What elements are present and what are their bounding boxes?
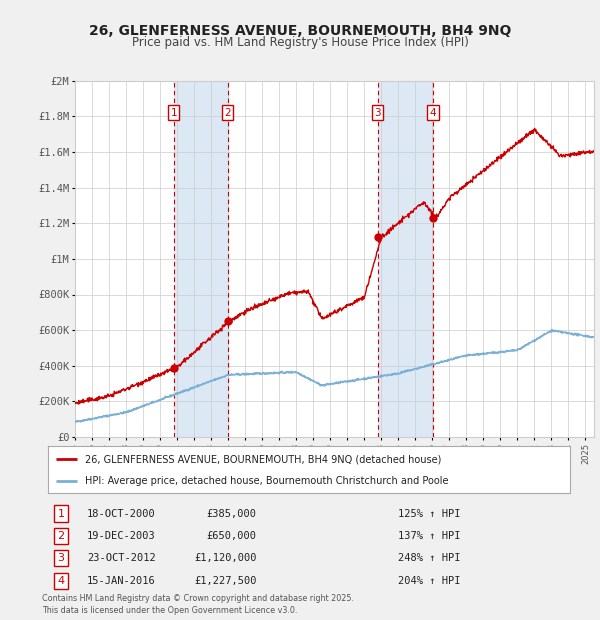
Text: 3: 3 (58, 553, 65, 563)
Text: Contains HM Land Registry data © Crown copyright and database right 2025.: Contains HM Land Registry data © Crown c… (42, 595, 354, 603)
Text: 3: 3 (374, 108, 381, 118)
Text: £1,120,000: £1,120,000 (194, 553, 257, 563)
Text: 4: 4 (430, 108, 436, 118)
Text: 15-JAN-2016: 15-JAN-2016 (87, 576, 156, 586)
Bar (173, 81, 227, 437)
Text: 2: 2 (224, 108, 231, 118)
Text: £650,000: £650,000 (207, 531, 257, 541)
Bar (378, 81, 433, 437)
Text: Price paid vs. HM Land Registry's House Price Index (HPI): Price paid vs. HM Land Registry's House … (131, 36, 469, 49)
Text: £385,000: £385,000 (207, 508, 257, 518)
Text: 248% ↑ HPI: 248% ↑ HPI (398, 553, 460, 563)
Text: £1,227,500: £1,227,500 (194, 576, 257, 586)
Text: 204% ↑ HPI: 204% ↑ HPI (398, 576, 460, 586)
Text: 137% ↑ HPI: 137% ↑ HPI (398, 531, 460, 541)
Text: HPI: Average price, detached house, Bournemouth Christchurch and Poole: HPI: Average price, detached house, Bour… (85, 476, 448, 486)
Text: 1: 1 (170, 108, 177, 118)
Text: 23-OCT-2012: 23-OCT-2012 (87, 553, 156, 563)
Text: 2: 2 (58, 531, 65, 541)
Text: 4: 4 (58, 576, 65, 586)
Text: 125% ↑ HPI: 125% ↑ HPI (398, 508, 460, 518)
Text: 19-DEC-2003: 19-DEC-2003 (87, 531, 156, 541)
Text: 26, GLENFERNESS AVENUE, BOURNEMOUTH, BH4 9NQ: 26, GLENFERNESS AVENUE, BOURNEMOUTH, BH4… (89, 24, 511, 38)
Text: 26, GLENFERNESS AVENUE, BOURNEMOUTH, BH4 9NQ (detached house): 26, GLENFERNESS AVENUE, BOURNEMOUTH, BH4… (85, 454, 441, 464)
Text: This data is licensed under the Open Government Licence v3.0.: This data is licensed under the Open Gov… (42, 606, 298, 614)
Text: 1: 1 (58, 508, 65, 518)
Text: 18-OCT-2000: 18-OCT-2000 (87, 508, 156, 518)
